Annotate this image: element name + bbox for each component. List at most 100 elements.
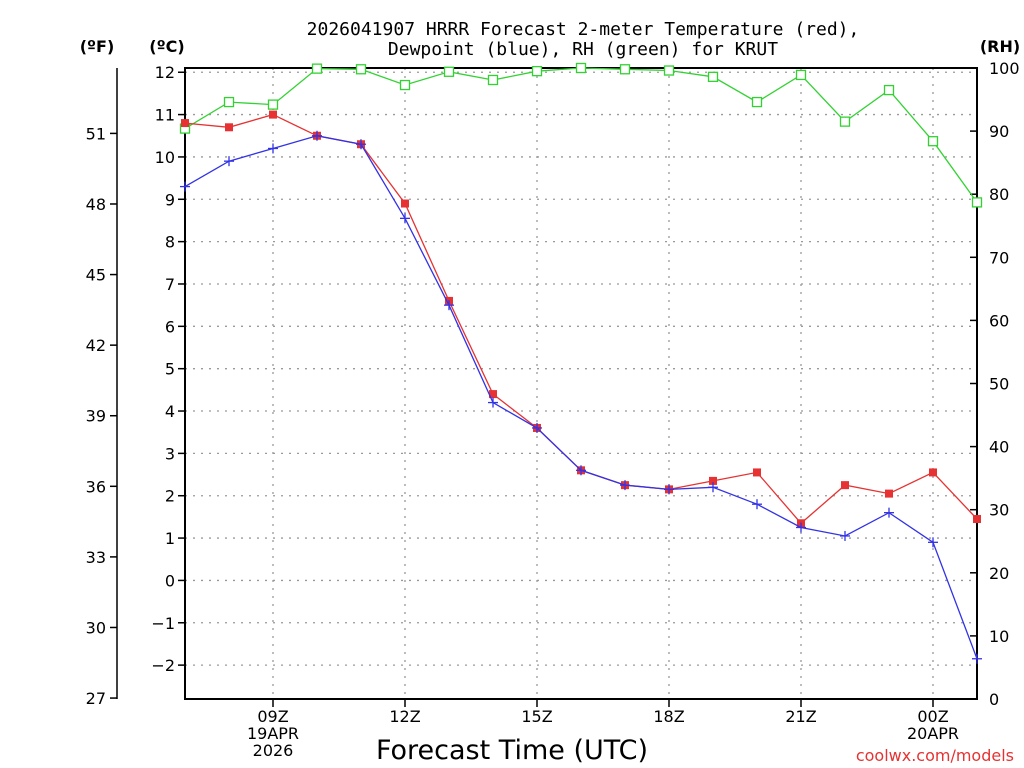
dewpoint-point xyxy=(444,300,454,311)
rh-point xyxy=(575,62,587,74)
fahrenheit-tick-label: 42 xyxy=(86,336,106,355)
dewpoint-point xyxy=(840,530,850,541)
rh-point xyxy=(795,69,807,81)
rh-point xyxy=(311,63,323,74)
temperature-point xyxy=(929,468,937,477)
dewpoint-point xyxy=(620,480,630,491)
temperature-point xyxy=(489,390,497,399)
rh-point xyxy=(971,197,983,208)
celsius-tick-label: 5 xyxy=(165,360,175,379)
rh-tick-label: 80 xyxy=(989,185,1009,204)
x-tick-label: 15Z xyxy=(521,707,552,726)
celsius-tick-label: 3 xyxy=(165,444,175,463)
fahrenheit-tick-label: 27 xyxy=(86,689,106,708)
fahrenheit-tick-label: 48 xyxy=(86,195,106,214)
celsius-tick-label: 6 xyxy=(165,317,175,336)
celsius-tick-label: −2 xyxy=(151,656,175,675)
x-tick-label: 19APR xyxy=(247,724,299,743)
rh-point xyxy=(443,66,455,77)
rh-tick-label: 0 xyxy=(989,690,999,709)
dewpoint-point xyxy=(532,422,542,433)
celsius-tick-label: 11 xyxy=(155,106,175,125)
dewpoint-point xyxy=(576,465,586,476)
dewpoint-series xyxy=(180,130,982,664)
dewpoint-point xyxy=(312,130,322,141)
temperature-point xyxy=(885,489,893,498)
rh-tick-label: 40 xyxy=(989,438,1009,457)
rh-point xyxy=(531,66,543,77)
temperature-line xyxy=(184,113,978,525)
celsius-tick-label: 2 xyxy=(165,487,175,506)
temperature-point xyxy=(225,123,233,132)
rh-point xyxy=(399,79,411,91)
dewpoint-point xyxy=(488,397,498,408)
plot-frame xyxy=(184,67,978,700)
fahrenheit-unit-label: (ºF) xyxy=(80,37,115,56)
x-tick-label: 12Z xyxy=(389,707,420,726)
x-tick-label: 21Z xyxy=(785,707,816,726)
celsius-tick-label: 12 xyxy=(155,63,175,82)
celsius-tick-label: 10 xyxy=(155,148,175,167)
fahrenheit-tick-label: 30 xyxy=(86,618,106,637)
rh-point xyxy=(223,96,235,108)
rh-point xyxy=(663,65,675,76)
celsius-tick-label: −1 xyxy=(151,614,175,633)
grid xyxy=(185,68,977,699)
temperature-point xyxy=(709,476,717,485)
x-tick-label: 2026 xyxy=(253,741,294,760)
x-tick-label: 18Z xyxy=(653,707,684,726)
celsius-tick-label: 1 xyxy=(165,529,175,548)
rh-point xyxy=(487,74,499,86)
rh-tick-label: 20 xyxy=(989,564,1009,583)
temperature-series xyxy=(181,110,981,528)
rh-series xyxy=(179,62,983,208)
celsius-tick-label: 9 xyxy=(165,190,175,209)
dewpoint-point xyxy=(796,522,806,533)
rh-point xyxy=(927,136,939,147)
rh-line xyxy=(184,67,978,203)
dewpoint-point xyxy=(928,537,938,548)
dewpoint-point xyxy=(884,507,894,518)
temperature-point xyxy=(401,199,409,208)
rh-point xyxy=(267,99,279,110)
celsius-tick-label: 4 xyxy=(165,402,175,421)
temperature-point xyxy=(973,515,981,524)
celsius-tick-label: 0 xyxy=(165,571,175,590)
dewpoint-point xyxy=(356,139,366,150)
rh-point xyxy=(839,116,851,127)
fahrenheit-tick-label: 51 xyxy=(86,124,106,143)
temperature-point xyxy=(269,110,277,119)
rh-tick-label: 10 xyxy=(989,627,1009,646)
rh-point xyxy=(355,64,367,75)
chart-title-line1: 2026041907 HRRR Forecast 2-meter Tempera… xyxy=(307,19,860,40)
fahrenheit-tick-label: 45 xyxy=(86,266,106,285)
fahrenheit-tick-label: 36 xyxy=(86,477,106,496)
rh-point xyxy=(619,64,631,75)
celsius-unit-label: (ºC) xyxy=(149,37,184,56)
x-tick-label: 20APR xyxy=(907,724,959,743)
dewpoint-point xyxy=(268,143,278,154)
rh-tick-label: 50 xyxy=(989,375,1009,394)
dewpoint-point xyxy=(180,181,190,192)
rh-tick-label: 60 xyxy=(989,311,1009,330)
dewpoint-point xyxy=(752,499,762,510)
temperature-point xyxy=(841,481,849,490)
x-tick-label: 00Z xyxy=(917,707,948,726)
dewpoint-point xyxy=(224,156,234,167)
dewpoint-point xyxy=(400,213,410,224)
x-tick-label: 09Z xyxy=(257,707,288,726)
rh-unit-label: (RH) xyxy=(980,37,1020,56)
celsius-tick-label: 8 xyxy=(165,233,175,252)
temperature-point xyxy=(753,468,761,477)
rh-tick-label: 90 xyxy=(989,122,1009,141)
rh-tick-label: 30 xyxy=(989,501,1009,520)
temperature-point xyxy=(181,119,189,128)
fahrenheit-tick-label: 33 xyxy=(86,548,106,567)
celsius-tick-label: 7 xyxy=(165,275,175,294)
rh-point xyxy=(707,71,719,82)
x-axis-label: Forecast Time (UTC) xyxy=(376,735,648,766)
